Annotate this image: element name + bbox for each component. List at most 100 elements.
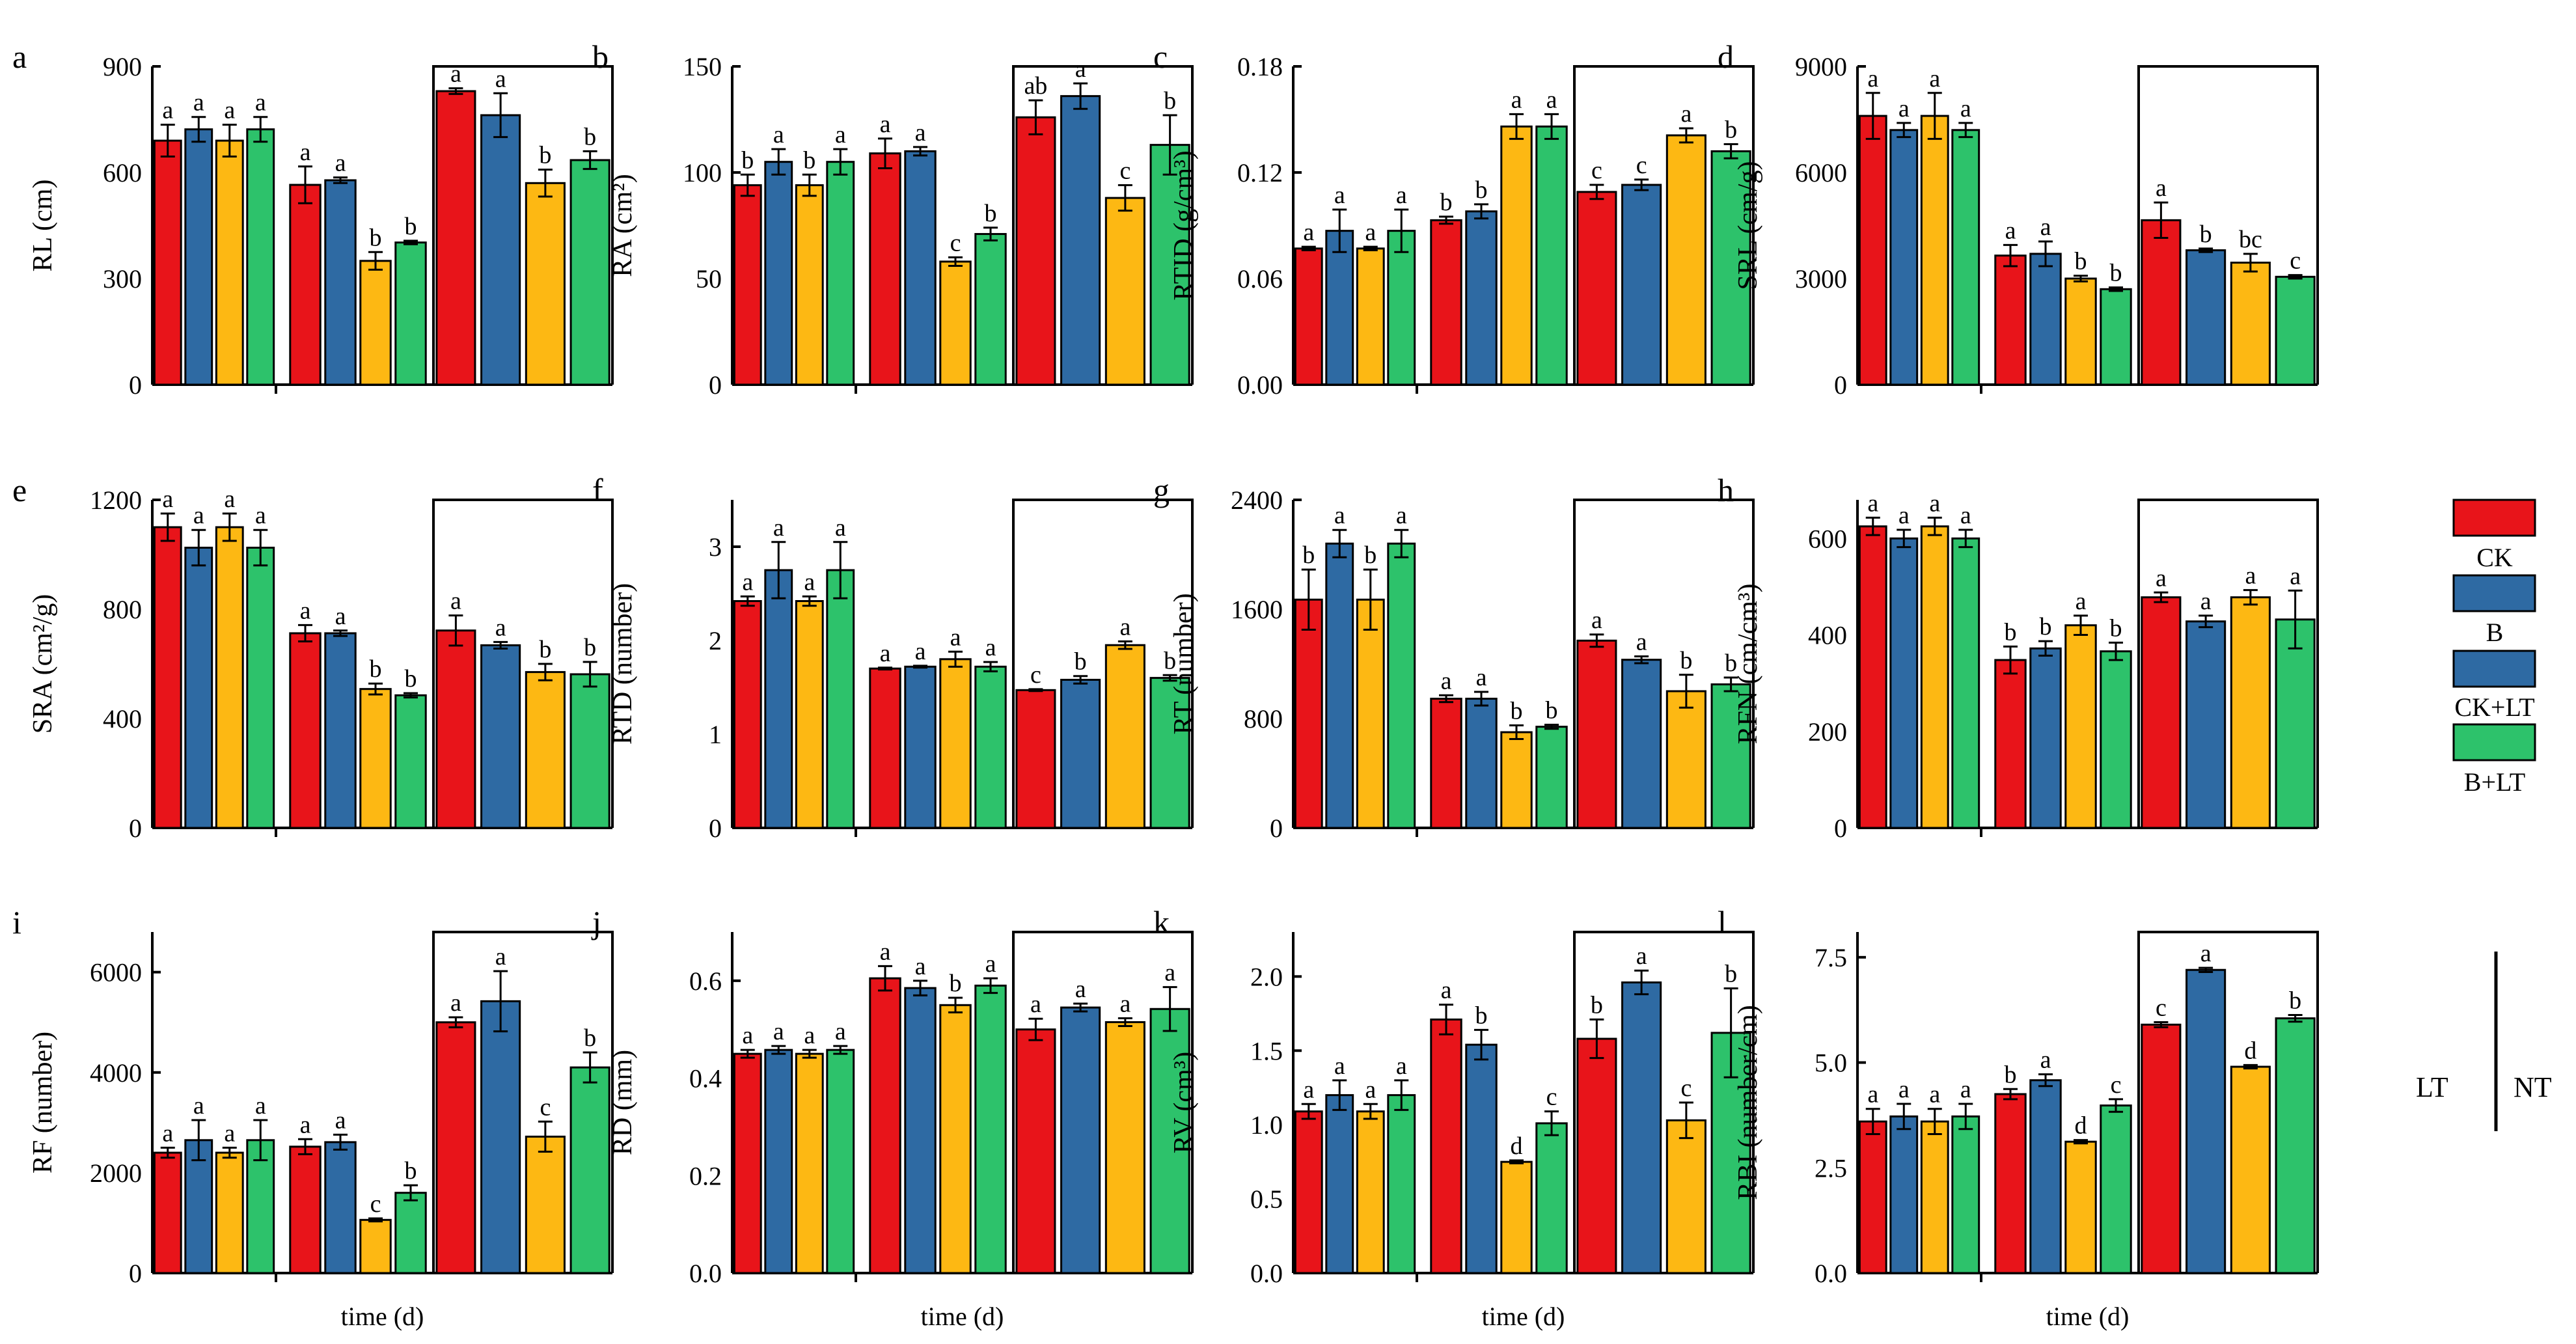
significance-letter: a	[1898, 1076, 1910, 1103]
y-tick-label: 0	[129, 1259, 142, 1288]
significance-letter: a	[450, 61, 461, 88]
bar	[1149, 1008, 1190, 1274]
significance-letter: a	[1365, 1076, 1376, 1103]
significance-letter: b	[950, 970, 962, 997]
bar	[2100, 288, 2132, 386]
bar	[939, 1004, 972, 1274]
significance-letter: b	[1164, 87, 1176, 115]
y-tick-label: 150	[683, 52, 722, 81]
significance-letter: a	[742, 568, 753, 596]
significance-letter: b	[741, 146, 754, 174]
bar	[184, 1139, 213, 1274]
y-tick-label: 0.6	[689, 967, 722, 996]
y-tick-label: 2000	[90, 1159, 142, 1188]
y-tick-label: 9000	[1795, 52, 1847, 81]
significance-letter: a	[255, 1092, 266, 1119]
nt-section-frame	[2137, 65, 2319, 385]
y-tick-label: 300	[103, 264, 142, 294]
significance-letter: c	[540, 1093, 551, 1121]
bar	[324, 179, 357, 386]
significance-letter: a	[1867, 1081, 1878, 1108]
nt-section-frame	[1012, 65, 1194, 385]
lt-nt-key: LT NT	[2416, 952, 2552, 1131]
nt-section-frame	[1012, 931, 1194, 1273]
significance-letter: a	[450, 588, 461, 615]
x-axis-label: time (d)	[2046, 1302, 2130, 1331]
bar	[1889, 1115, 1919, 1274]
significance-letter: a	[1591, 607, 1602, 634]
bar	[1356, 598, 1385, 829]
bar	[1994, 659, 2027, 829]
y-tick-label: 1	[709, 720, 722, 749]
bar	[1015, 689, 1056, 829]
bar	[435, 1021, 476, 1274]
significance-letter: a	[2290, 562, 2301, 590]
panel-letter: d	[1718, 38, 1734, 75]
bar	[974, 984, 1007, 1274]
significance-letter: a	[300, 1111, 311, 1138]
significance-letter: a	[162, 486, 173, 513]
significance-letter: a	[1303, 1076, 1314, 1103]
bar	[246, 1139, 275, 1274]
x-axis-label: time (d)	[341, 1302, 424, 1331]
significance-letter: a	[1334, 1052, 1345, 1080]
y-tick-label: 0	[1270, 814, 1283, 843]
x-axis-label: time (d)	[1482, 1302, 1565, 1331]
y-tick-label: 3000	[1795, 264, 1847, 294]
bar	[2185, 968, 2227, 1274]
bar	[525, 182, 566, 386]
significance-letter: a	[880, 640, 891, 667]
significance-letter: b	[2110, 614, 2122, 642]
y-tick-label: 2.0	[1250, 962, 1283, 991]
significance-letter: a	[335, 150, 346, 177]
significance-letter: a	[495, 614, 506, 641]
bar	[2141, 596, 2182, 829]
significance-letter: a	[1119, 990, 1130, 1017]
significance-letter: c	[1030, 661, 1041, 689]
bar	[764, 1049, 793, 1274]
bar	[1465, 1043, 1498, 1274]
bar	[2064, 624, 2097, 829]
bar	[1060, 95, 1101, 386]
bar	[569, 159, 610, 386]
legend-label-ck: CK	[2476, 543, 2513, 572]
bar	[153, 1151, 182, 1274]
significance-letter: a	[224, 486, 235, 513]
y-tick-label: 0	[1834, 814, 1847, 843]
bar	[939, 658, 972, 829]
bar	[1465, 210, 1498, 386]
y-axis-label: RL (cm)	[28, 180, 58, 272]
panel-letter: l	[1718, 904, 1727, 940]
significance-letter: b	[1475, 1002, 1488, 1029]
bar	[2185, 620, 2227, 829]
panel-letter: i	[12, 904, 21, 940]
bar	[2230, 1065, 2271, 1274]
y-tick-label: 400	[1808, 621, 1847, 650]
significance-letter: b	[1511, 698, 1523, 725]
bar	[569, 1066, 610, 1274]
panel-letter: g	[1153, 472, 1170, 508]
significance-letter: b	[1364, 542, 1377, 569]
bar	[246, 547, 275, 829]
y-tick-label: 3	[709, 532, 722, 562]
y-tick-label: 0.12	[1237, 158, 1283, 187]
significance-letter: b	[584, 123, 596, 150]
y-tick-label: 0.5	[1250, 1185, 1283, 1214]
bar	[1665, 1119, 1706, 1274]
significance-letter: bc	[2239, 226, 2262, 253]
legend-label-b: B	[2486, 618, 2504, 647]
significance-letter: c	[1680, 1075, 1692, 1102]
y-tick-label: 200	[1808, 717, 1847, 747]
significance-letter: a	[450, 989, 461, 1017]
significance-letter: a	[2200, 588, 2212, 615]
significance-letter: a	[1636, 628, 1647, 655]
bar	[2100, 650, 2132, 829]
significance-letter: a	[193, 502, 204, 529]
bar	[525, 671, 566, 829]
bar	[764, 161, 793, 386]
y-tick-label: 5.0	[1815, 1049, 1847, 1078]
significance-letter: a	[224, 97, 235, 124]
y-tick-label: 6000	[1795, 158, 1847, 187]
panel-letter: a	[12, 38, 27, 75]
significance-letter: a	[880, 111, 891, 138]
